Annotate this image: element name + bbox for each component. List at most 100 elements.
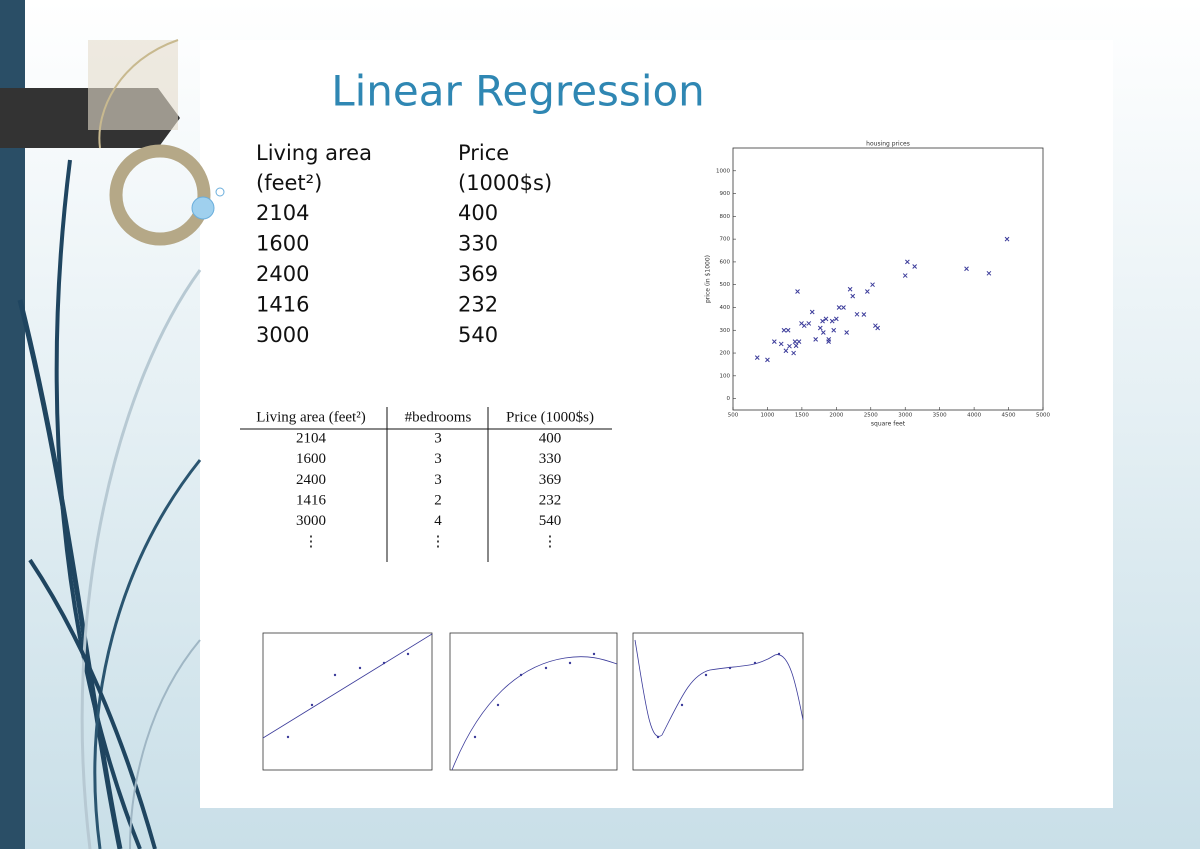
table-header: (1000$s) bbox=[458, 171, 552, 195]
y-tick-label: 900 bbox=[720, 191, 731, 197]
point bbox=[806, 321, 812, 326]
table-cell: 330 bbox=[458, 232, 498, 256]
point bbox=[864, 289, 870, 294]
point bbox=[801, 323, 807, 329]
point bbox=[829, 318, 835, 324]
y-tick-label: 600 bbox=[720, 259, 731, 265]
x-tick-label: 2500 bbox=[864, 413, 878, 419]
table-header: Living area bbox=[256, 141, 372, 165]
point bbox=[820, 330, 826, 335]
table-cell: 3 bbox=[434, 472, 442, 488]
decor-square bbox=[88, 40, 178, 130]
point bbox=[905, 259, 910, 265]
table-cell: 4 bbox=[434, 513, 442, 529]
y-tick-label: 800 bbox=[720, 214, 731, 220]
slide-title: Linear Regression bbox=[331, 67, 705, 116]
table-cell: 3 bbox=[434, 430, 442, 446]
fit-points bbox=[286, 652, 781, 739]
table-cell: 1600 bbox=[256, 232, 309, 256]
point bbox=[793, 343, 799, 349]
point bbox=[795, 289, 800, 294]
point bbox=[783, 348, 789, 354]
point bbox=[809, 309, 815, 315]
point bbox=[870, 282, 875, 288]
point bbox=[778, 341, 784, 347]
table-header: (feet²) bbox=[256, 171, 322, 195]
point bbox=[847, 286, 853, 292]
table-cell: ⋮ bbox=[304, 534, 319, 550]
point bbox=[875, 325, 881, 331]
plot-frame bbox=[732, 147, 1044, 411]
point bbox=[902, 273, 908, 278]
point bbox=[796, 339, 802, 345]
table-cell: 369 bbox=[539, 472, 562, 488]
fit-plots bbox=[262, 632, 804, 771]
table-cell: 1416 bbox=[256, 293, 309, 317]
point bbox=[850, 293, 856, 299]
y-tick-label: 1000 bbox=[716, 168, 730, 174]
y-tick-label: 200 bbox=[720, 351, 731, 357]
x-tick-label: 500 bbox=[728, 413, 739, 419]
x-tick-label: 3500 bbox=[933, 413, 947, 419]
x-tick-label: 5000 bbox=[1036, 413, 1050, 419]
point bbox=[912, 264, 918, 269]
decor-arc bbox=[98, 39, 179, 149]
table-cell: 232 bbox=[458, 293, 498, 317]
table-cell: 369 bbox=[458, 262, 498, 286]
point bbox=[787, 343, 792, 349]
chart-title: housing prices bbox=[866, 141, 910, 148]
table-cell: 1416 bbox=[296, 493, 327, 509]
x-tick-label: 1500 bbox=[795, 413, 809, 419]
y-tick-label: 100 bbox=[720, 373, 731, 379]
table-cell: 330 bbox=[539, 451, 562, 467]
point bbox=[831, 327, 837, 333]
table-cell: 1600 bbox=[296, 451, 326, 467]
x-tick-label: 1000 bbox=[760, 413, 774, 419]
table-cell: 2400 bbox=[296, 472, 326, 488]
table-cell: ⋮ bbox=[431, 534, 446, 550]
table-cell: 2104 bbox=[296, 430, 327, 446]
table-cell: 400 bbox=[458, 201, 498, 225]
decor-ring bbox=[109, 144, 211, 246]
y-tick-label: 700 bbox=[720, 237, 731, 243]
point bbox=[765, 357, 770, 363]
point bbox=[854, 311, 860, 317]
table-header: Living area (feet²) bbox=[256, 409, 365, 425]
point bbox=[817, 325, 823, 331]
point bbox=[826, 337, 832, 342]
table-cell: 232 bbox=[539, 493, 562, 509]
point bbox=[964, 266, 969, 272]
point bbox=[771, 339, 777, 345]
y-tick-label: 400 bbox=[720, 305, 731, 311]
point bbox=[791, 350, 796, 356]
table-cell: 400 bbox=[539, 430, 562, 446]
point bbox=[781, 327, 787, 333]
y-tick-label: 500 bbox=[720, 282, 731, 288]
x-tick-label: 3000 bbox=[898, 413, 912, 419]
point bbox=[986, 270, 992, 276]
point bbox=[861, 312, 867, 317]
table-cell: 3000 bbox=[296, 513, 326, 529]
table-cell: 2400 bbox=[256, 262, 309, 286]
point bbox=[754, 355, 760, 360]
point bbox=[841, 305, 846, 310]
table-cell: 2104 bbox=[256, 201, 309, 225]
decor-curves bbox=[17, 159, 202, 850]
point bbox=[813, 337, 819, 342]
table-cell: 540 bbox=[539, 513, 562, 529]
content-area bbox=[200, 40, 1113, 808]
table-cell: 540 bbox=[458, 323, 498, 347]
table-cell: 3000 bbox=[256, 323, 309, 347]
x-axis-label: square feet bbox=[871, 421, 906, 428]
table-cell: ⋮ bbox=[543, 534, 558, 550]
point bbox=[836, 305, 842, 310]
point bbox=[1004, 236, 1010, 242]
table-cell: 3 bbox=[434, 451, 442, 467]
y-tick-label: 0 bbox=[727, 396, 731, 402]
point bbox=[820, 318, 825, 324]
point bbox=[844, 330, 850, 335]
point bbox=[823, 316, 829, 322]
point bbox=[833, 316, 839, 322]
